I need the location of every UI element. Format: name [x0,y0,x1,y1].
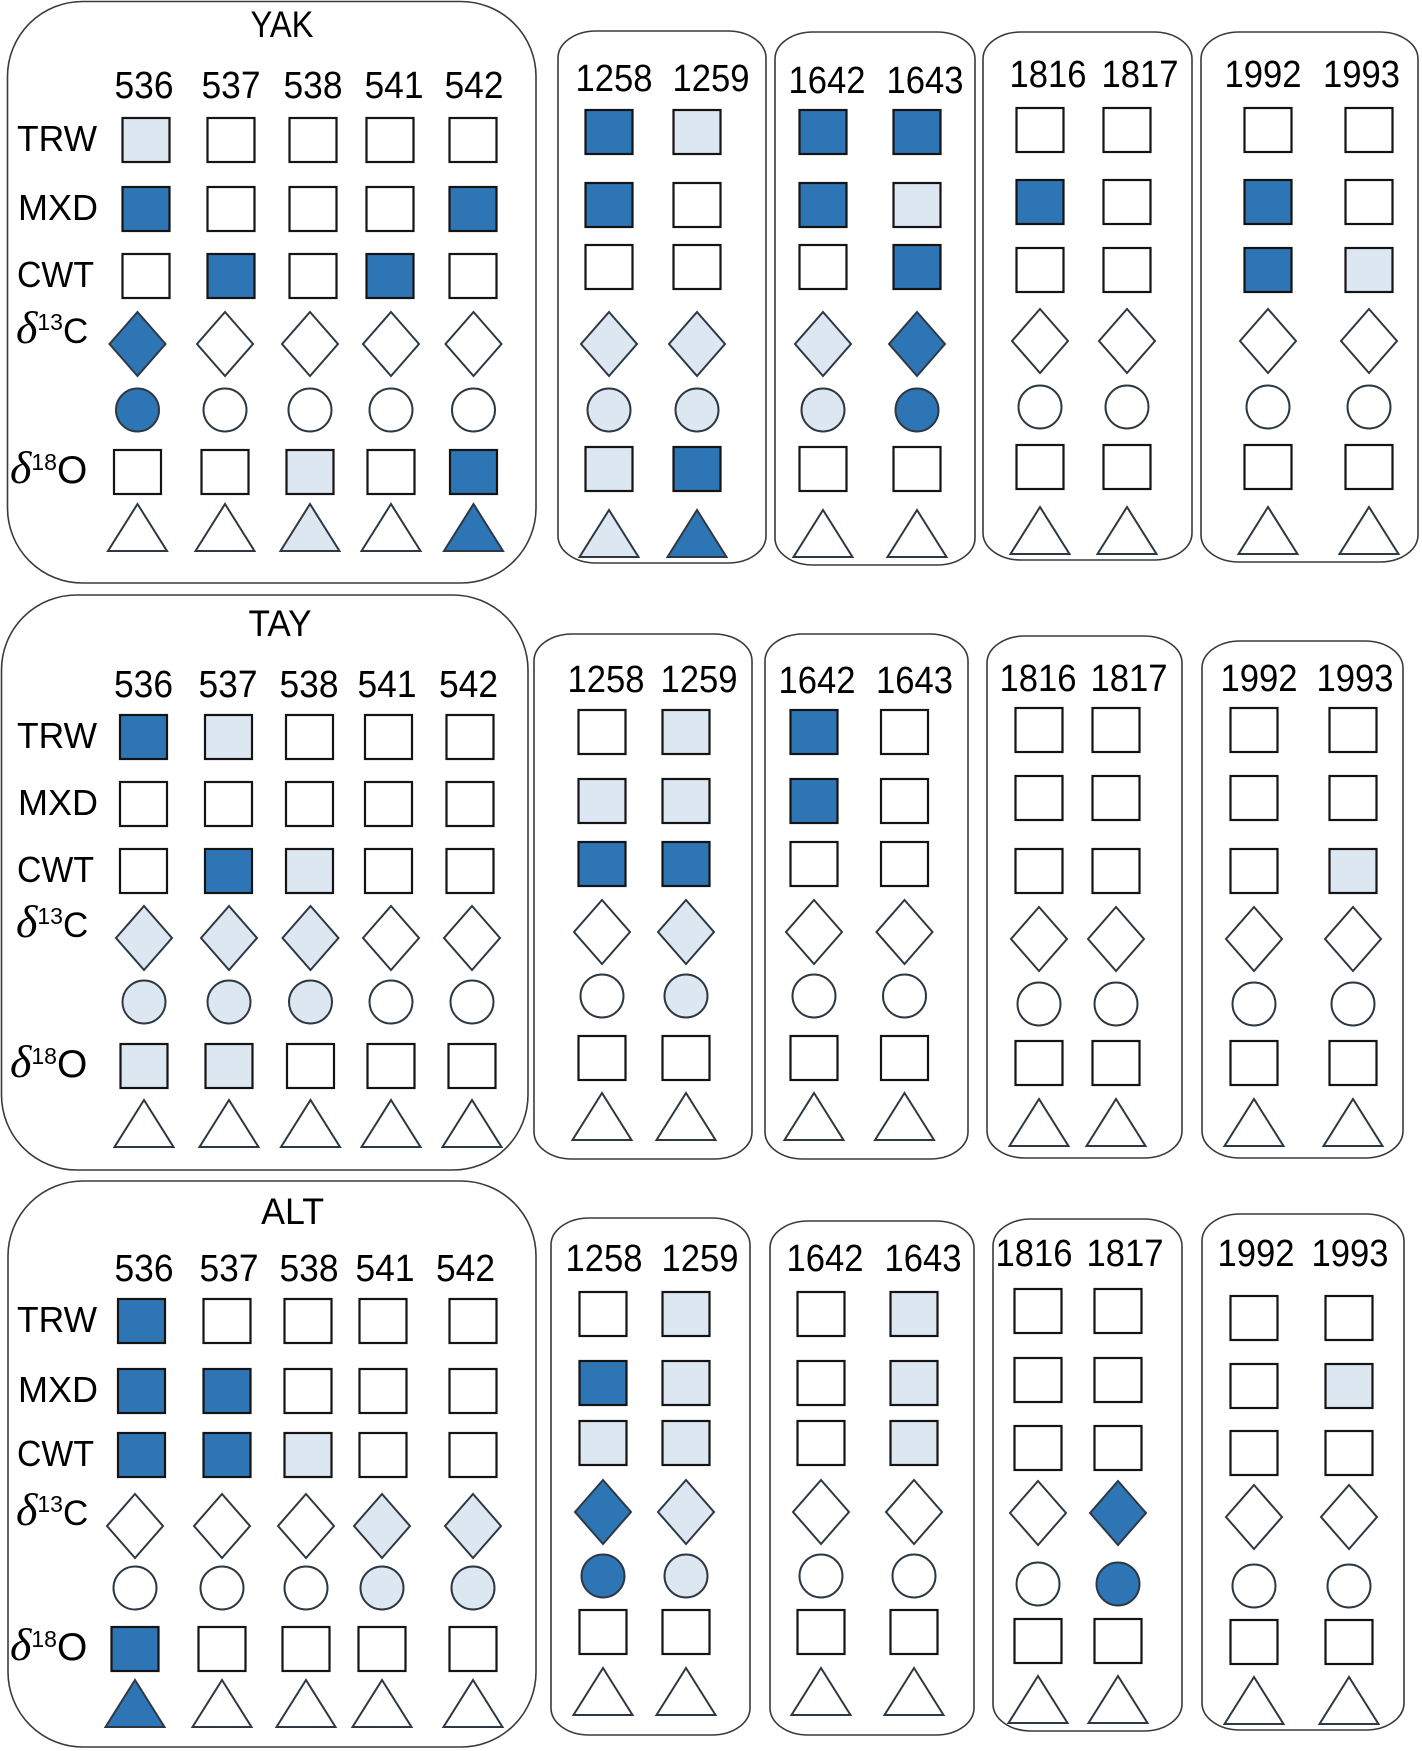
svg-text:1259: 1259 [662,1238,739,1280]
svg-text:1816: 1816 [1010,54,1087,96]
svg-text:1816: 1816 [1000,658,1077,700]
svg-text:MXD: MXD [18,187,98,228]
svg-text:536: 536 [115,65,174,107]
svg-text:1258: 1258 [576,58,653,100]
svg-text:TAY: TAY [249,603,312,644]
svg-text:1643: 1643 [885,1238,962,1280]
svg-text:MXD: MXD [18,782,98,823]
svg-text:1993: 1993 [1323,54,1400,96]
svg-text:537: 537 [200,1248,259,1290]
svg-text:536: 536 [115,1248,174,1290]
svg-text:TRW: TRW [17,118,97,159]
svg-text:δ13C: δ13C [16,302,88,353]
svg-text:1643: 1643 [887,60,964,102]
svg-text:1817: 1817 [1102,54,1179,96]
svg-text:542: 542 [445,65,504,107]
svg-text:ALT: ALT [261,1191,324,1232]
svg-text:537: 537 [202,65,261,107]
svg-text:538: 538 [280,1248,339,1290]
svg-text:TRW: TRW [17,715,97,756]
svg-text:1817: 1817 [1087,1233,1164,1275]
svg-text:1993: 1993 [1317,658,1394,700]
svg-text:1642: 1642 [787,1238,864,1280]
svg-text:δ18O: δ18O [10,442,87,493]
svg-text:541: 541 [365,65,424,107]
svg-text:537: 537 [199,664,258,706]
svg-text:TRW: TRW [17,1299,97,1340]
svg-text:δ13C: δ13C [16,1484,88,1535]
svg-text:541: 541 [358,664,417,706]
svg-text:536: 536 [114,664,173,706]
svg-text:1643: 1643 [876,660,953,702]
svg-text:1992: 1992 [1221,658,1298,700]
svg-text:1258: 1258 [566,1238,643,1280]
svg-text:1816: 1816 [996,1233,1073,1275]
svg-text:CWT: CWT [17,1433,94,1474]
svg-text:1258: 1258 [568,659,645,701]
svg-text:YAK: YAK [251,4,314,45]
svg-text:1259: 1259 [661,659,738,701]
svg-text:δ18O: δ18O [10,1619,87,1670]
svg-text:542: 542 [436,1248,495,1290]
svg-text:538: 538 [280,664,339,706]
svg-text:1259: 1259 [673,58,750,100]
svg-text:1817: 1817 [1091,658,1168,700]
svg-text:CWT: CWT [17,849,94,890]
svg-text:542: 542 [439,664,498,706]
svg-text:1993: 1993 [1312,1233,1389,1275]
svg-text:MXD: MXD [18,1369,98,1410]
svg-text:CWT: CWT [17,254,94,295]
svg-text:1992: 1992 [1218,1233,1295,1275]
svg-text:538: 538 [284,65,343,107]
svg-text:541: 541 [356,1248,415,1290]
svg-text:δ18O: δ18O [10,1036,87,1087]
svg-text:1642: 1642 [789,60,866,102]
svg-text:1642: 1642 [779,660,856,702]
svg-text:δ13C: δ13C [16,896,88,947]
svg-text:1992: 1992 [1225,54,1302,96]
